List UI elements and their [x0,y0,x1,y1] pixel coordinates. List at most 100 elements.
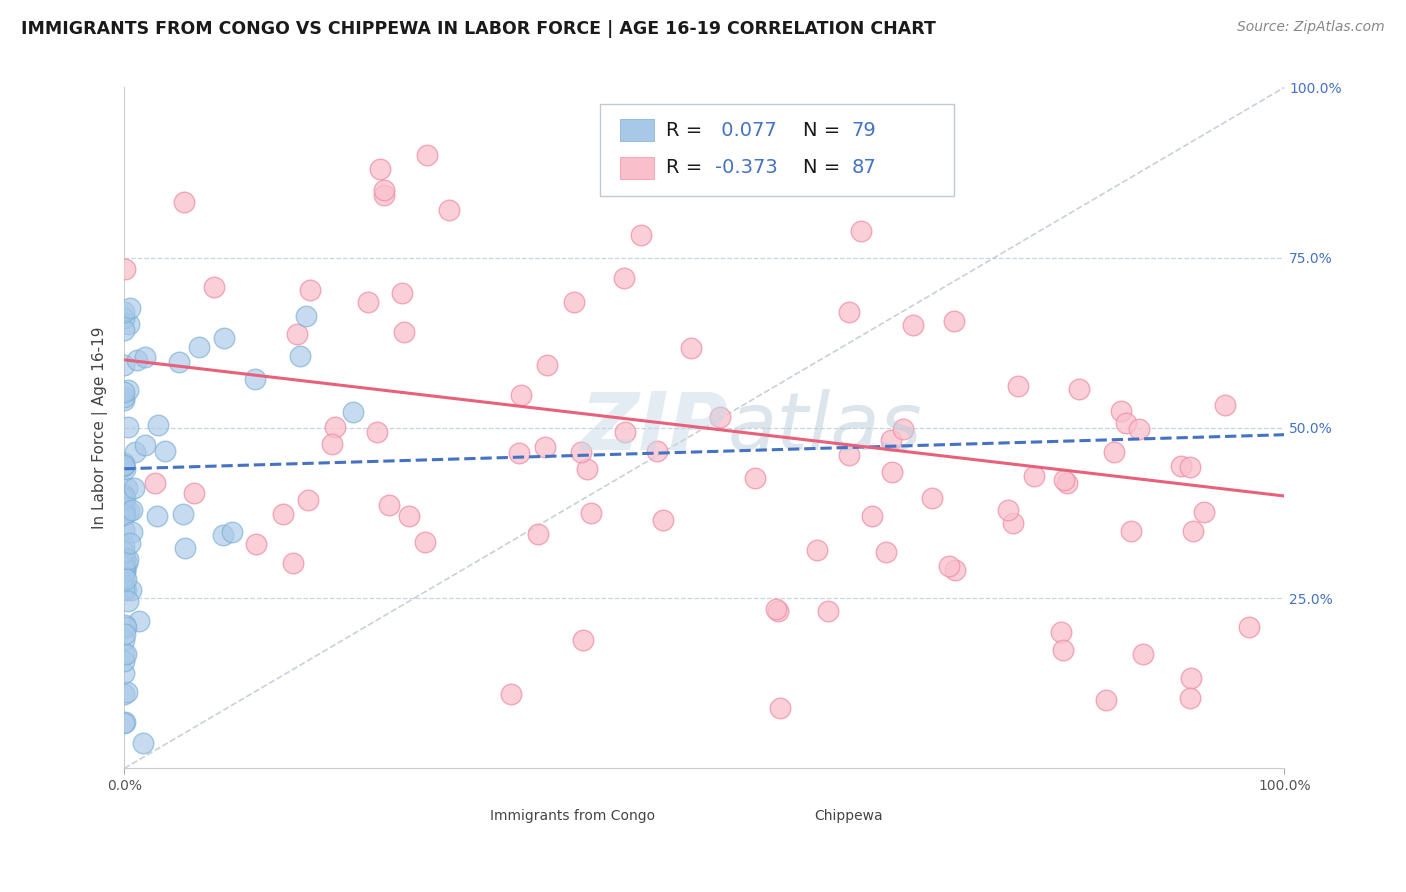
Point [167,355,190,369]
Point [817,604,839,618]
Point [174,541,197,555]
Point [943,314,966,328]
Y-axis label: In Labor Force | Age 16-19: In Labor Force | Age 16-19 [93,326,108,529]
Point [1128,422,1150,436]
Point [1213,398,1236,412]
Point [121,503,143,517]
Point [120,301,142,316]
Point [112,459,135,474]
Point [183,486,205,500]
Point [875,545,897,559]
Text: -0.373: -0.373 [714,158,778,178]
Point [112,550,135,565]
Point [938,559,960,574]
Point [112,687,135,701]
Point [112,570,135,584]
Point [112,508,135,523]
Point [117,552,139,566]
Point [357,295,380,310]
Point [562,294,585,309]
Point [112,456,135,470]
Text: N =: N = [803,120,846,140]
Point [1067,382,1090,396]
Point [415,148,437,162]
Point [299,283,322,297]
Point [860,508,883,523]
Point [114,261,136,276]
Point [115,620,138,634]
Point [172,507,194,521]
Point [645,444,668,458]
Text: 79: 79 [852,120,876,140]
Point [112,716,135,731]
Point [1024,468,1046,483]
Point [114,563,136,577]
Point [1178,460,1201,475]
Point [214,331,236,345]
Point [145,508,167,523]
Point [221,525,243,540]
Point [112,358,135,372]
Point [112,655,135,669]
Point [1002,516,1025,531]
Point [114,564,136,578]
Point [921,491,943,506]
Point [1102,444,1125,458]
Point [124,444,146,458]
Point [114,714,136,729]
Text: 0.077: 0.077 [714,120,776,140]
Point [112,524,135,538]
Point [118,504,141,518]
Point [880,433,903,447]
Point [114,507,136,521]
Point [630,227,652,242]
Point [114,626,136,640]
Bar [780,806,806,826]
Point [117,685,139,699]
Point [1053,473,1076,487]
Point [187,341,209,355]
Point [766,604,789,618]
Point [391,285,413,300]
Point [652,513,675,527]
Point [1180,671,1202,685]
Point [285,327,308,342]
Point [373,183,395,197]
Point [127,353,149,368]
Point [1182,524,1205,538]
Point [1121,524,1143,539]
Point [117,383,139,397]
Text: 87: 87 [852,158,876,178]
Point [115,583,138,598]
Point [536,358,558,372]
Point [569,445,592,459]
Text: N =: N = [803,158,846,178]
Point [392,325,415,339]
Point [117,317,139,331]
Point [112,544,135,558]
Point [134,438,156,452]
Point [901,318,924,333]
Point [112,305,135,319]
Point [342,405,364,419]
Point [112,488,135,502]
Point [112,384,135,399]
Point [112,632,135,647]
Point [534,440,557,454]
Text: Source: ZipAtlas.com: Source: ZipAtlas.com [1237,20,1385,34]
Point [114,618,136,632]
Point [1115,416,1137,430]
Point [112,393,135,408]
Point [880,465,903,479]
Point [398,509,420,524]
Point [134,350,156,364]
Point [153,443,176,458]
Point [575,462,598,476]
Point [1007,379,1029,393]
Point [1194,505,1216,519]
Point [838,304,860,318]
Point [122,482,145,496]
Point [117,594,139,608]
Point [368,162,391,177]
Point [112,569,135,583]
